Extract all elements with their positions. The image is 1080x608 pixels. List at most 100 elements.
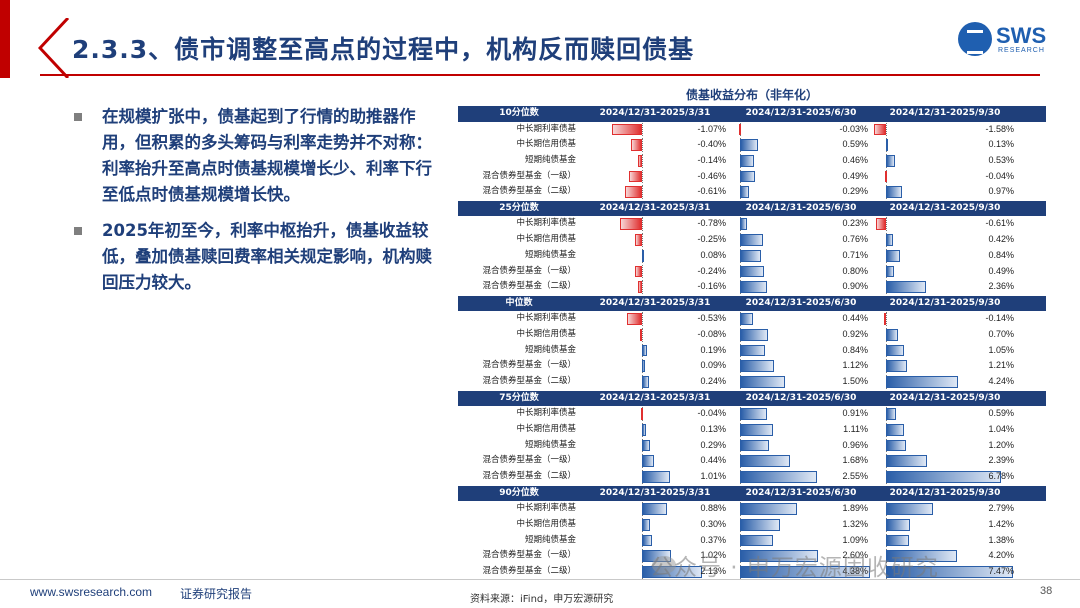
row-label: 中长期信用债基 [516,234,576,245]
table-row: 中长期利率债基 -0.53% 0.44% -0.14% [458,311,1046,327]
value-cell: 0.44% [730,311,872,327]
data-bar [740,534,773,547]
value-cell: 0.80% [730,264,872,280]
data-bar [886,439,907,452]
row-label: 短期纯债基金 [524,249,576,260]
cell-value: 0.42% [988,234,1014,245]
table-row: 中长期信用债基 0.13% 1.11% 1.04% [458,422,1046,438]
data-bar [886,503,934,515]
period-header: 2024/12/31-2025/9/30 [889,297,1001,308]
data-bar [740,360,774,373]
cell-value: 2.60% [842,550,868,561]
data-bar [886,186,903,198]
row-label: 中长期利率债基 [516,313,576,324]
value-cell: -0.08% [580,327,730,343]
cell-value: 0.84% [988,249,1014,260]
table-row: 中长期信用债基 -0.25% 0.76% 0.42% [458,232,1046,248]
value-cell: -0.04% [872,169,1018,185]
zero-axis [642,122,643,137]
zero-axis [886,122,887,137]
cell-value: 0.13% [700,424,726,434]
cell-value: 0.90% [842,281,868,292]
zero-axis [886,217,887,232]
value-cell: 1.89% [730,501,872,517]
value-cell: 2.79% [872,501,1018,517]
data-bar [886,550,958,562]
cell-value: 0.71% [842,249,868,260]
data-bar [875,218,886,231]
row-label: 中长期信用债基 [516,518,576,529]
period-header: 2024/12/31-2025/3/31 [599,108,711,118]
table-row: 短期纯债基金 0.29% 0.96% 1.20% [458,438,1046,454]
cell-value: 2.39% [988,455,1014,466]
period-header: 2024/12/31-2025/9/30 [889,108,1001,118]
cell-value: 1.68% [842,455,868,466]
cell-value: 0.09% [700,360,726,371]
bullet-square-icon [74,113,82,121]
data-bar [740,218,747,231]
logo-subtext: RESEARCH [998,47,1045,54]
cell-value: -0.04% [697,408,726,419]
value-cell: 0.91% [730,406,872,422]
table-row: 混合债券型基金（一级） 0.09% 1.12% 1.21% [458,358,1046,374]
table-title: 债基收益分布（非年化） [685,88,818,102]
data-bar [637,281,642,293]
sws-logo-icon [958,22,992,56]
logo-text: SWS [996,23,1047,48]
table-row: 中长期信用债基 0.30% 1.32% 1.42% [458,517,1046,533]
data-bar [627,313,642,326]
data-bar [740,186,749,198]
table-row: 中长期信用债基 -0.40% 0.59% 0.13% [458,137,1046,153]
value-cell: 1.50% [730,374,872,390]
value-cell: 0.29% [730,184,872,200]
cell-value: 1.04% [988,424,1014,434]
value-cell: 0.42% [872,232,1018,248]
cell-value: 0.08% [700,249,726,260]
table-row: 混合债券型基金（二级） 1.01% 2.55% 6.78% [458,469,1046,485]
value-cell: 0.44% [580,453,730,469]
cell-value: -0.04% [985,170,1014,181]
cell-value: 1.89% [842,503,868,514]
data-bar [620,218,642,231]
period-header: 2024/12/31-2025/9/30 [889,392,1001,403]
row-label: 中长期利率债基 [516,123,576,134]
cell-value: 0.80% [842,265,868,276]
table-row: 混合债券型基金（一级） 1.02% 2.60% 4.20% [458,548,1046,564]
table-row: 短期纯债基金 -0.14% 0.46% 0.53% [458,153,1046,169]
value-cell: 0.96% [730,438,872,454]
group-header-row: 25分位数 2024/12/31-2025/3/31 2024/12/31-2025… [458,200,1046,217]
period-header: 2024/12/31-2025/6/30 [745,392,857,403]
data-bar [629,170,642,183]
value-cell: -0.14% [580,153,730,169]
cell-value: 2.36% [988,281,1014,292]
data-bar [642,376,649,388]
slide-title: 2.3.3、债市调整至高点的过程中，机构反而赎回债基 [72,35,695,64]
value-cell: 1.04% [872,422,1018,438]
cell-value: -0.14% [985,313,1014,324]
cell-value: 0.53% [988,154,1014,165]
cell-value: -0.53% [697,313,726,324]
group-header-row: 90分位数 2024/12/31-2025/3/31 2024/12/31-2025… [458,485,1046,502]
bullet-item: 2025年初至今，利率中枢抬升，债基收益较低，叠加债基赎回费率相关规定影响，机构… [74,218,434,296]
value-cell: 4.24% [872,374,1018,390]
footer-url[interactable]: www.swsresearch.com [30,585,153,599]
row-label: 混合债券型基金（一级） [482,455,576,466]
row-label: 中长期信用债基 [516,424,576,434]
data-bar [740,249,762,262]
value-cell: 0.09% [580,358,730,374]
data-bar [642,455,655,468]
value-cell: 0.92% [730,327,872,343]
header-rule [40,74,1040,76]
group-name: 中位数 [505,297,533,308]
data-bar [886,566,1013,578]
data-bar [642,534,653,547]
row-label: 混合债券型基金（二级） [482,471,576,482]
row-label: 短期纯债基金 [524,154,576,165]
row-label: 混合债券型基金（一级） [482,265,576,276]
data-bar [886,265,895,278]
watermark: 公众号 · 申万宏源固收研究 [650,555,939,581]
value-cell: -1.58% [872,122,1018,138]
value-cell: -0.61% [580,184,730,200]
cell-value: 0.30% [700,518,726,529]
value-cell: 0.88% [580,501,730,517]
